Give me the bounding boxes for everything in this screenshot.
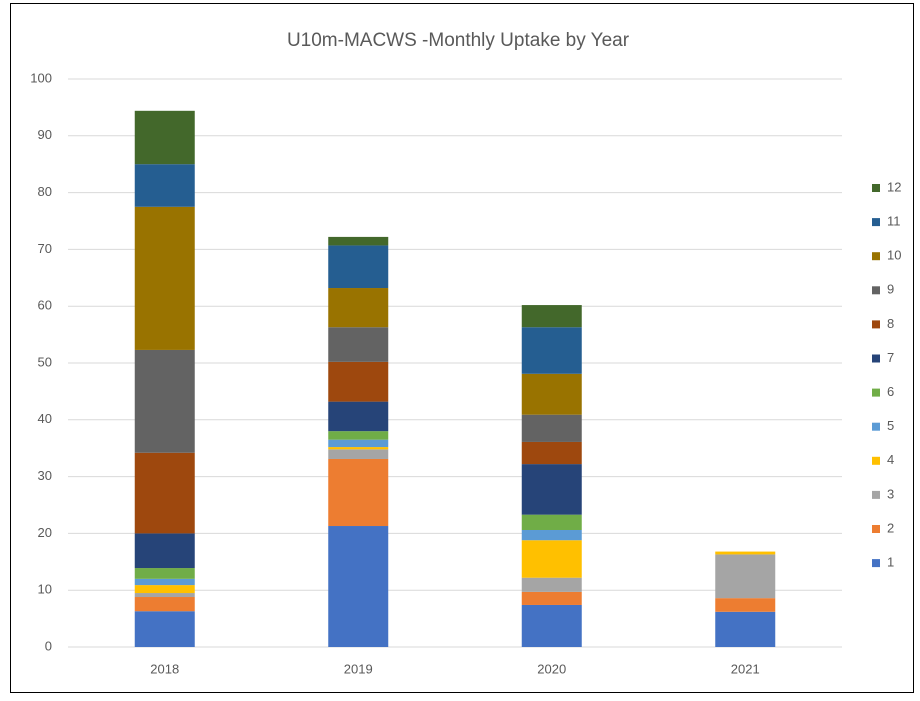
bar-segment xyxy=(328,236,389,246)
bar-segment xyxy=(521,514,582,530)
legend-swatch xyxy=(872,456,880,465)
bar-segment xyxy=(521,577,582,592)
bar-segment xyxy=(521,540,582,578)
bar-segment xyxy=(134,164,195,207)
legend-swatch xyxy=(872,490,880,499)
legend-label: 4 xyxy=(887,452,894,467)
legend-label: 10 xyxy=(887,248,901,263)
legend-swatch xyxy=(872,218,880,227)
bar-segment xyxy=(328,439,389,448)
y-tick-label: 0 xyxy=(45,638,52,653)
bar-segment xyxy=(134,349,195,453)
y-tick-label: 20 xyxy=(38,525,52,540)
bar-segment xyxy=(134,206,195,350)
legend-label: 12 xyxy=(887,179,901,194)
bar-segment xyxy=(134,568,195,579)
legend-swatch xyxy=(872,286,880,295)
legend-label: 11 xyxy=(887,214,901,229)
legend-label: 2 xyxy=(887,520,894,535)
bar-segment xyxy=(521,464,582,515)
legend-swatch xyxy=(872,388,880,397)
x-tick-label: 2018 xyxy=(150,661,179,676)
bar-segment xyxy=(134,452,195,534)
legend-label: 1 xyxy=(887,555,894,570)
legend-swatch xyxy=(872,525,880,533)
bar-segment xyxy=(134,110,195,165)
bar-segment xyxy=(134,611,195,647)
bar-segment xyxy=(521,373,582,415)
legend-label: 8 xyxy=(887,316,894,331)
bar-segment xyxy=(521,305,582,328)
bar-segment xyxy=(521,441,582,465)
bar-segment xyxy=(328,288,389,328)
bar-segment xyxy=(328,401,389,432)
legend-label: 9 xyxy=(887,282,894,297)
y-tick-label: 30 xyxy=(38,468,52,483)
bar-segment xyxy=(134,597,195,612)
bar-segment xyxy=(328,431,389,440)
x-tick-label: 2020 xyxy=(537,661,566,676)
y-tick-label: 100 xyxy=(30,70,52,85)
bar-segment xyxy=(328,327,389,362)
y-tick-label: 50 xyxy=(38,354,52,369)
legend-swatch xyxy=(872,559,880,568)
legend-swatch xyxy=(872,252,880,261)
y-tick-label: 90 xyxy=(38,127,52,142)
bar-segment xyxy=(134,585,195,594)
x-tick-label: 2021 xyxy=(731,661,760,676)
bar-segment xyxy=(715,611,776,647)
bar-segment xyxy=(521,591,582,605)
y-tick-label: 10 xyxy=(38,582,52,597)
y-tick-label: 40 xyxy=(38,411,52,426)
y-tick-label: 80 xyxy=(38,184,52,199)
bar-segment xyxy=(328,526,389,647)
bar-segment xyxy=(521,414,582,442)
legend-label: 5 xyxy=(887,418,894,433)
legend-label: 7 xyxy=(887,350,894,365)
bar-segment xyxy=(521,529,582,541)
legend-label: 6 xyxy=(887,384,894,399)
y-tick-label: 60 xyxy=(38,298,52,313)
legend-swatch xyxy=(872,184,880,192)
bar-segment xyxy=(328,458,389,527)
bar-segment xyxy=(328,245,389,289)
legend-swatch xyxy=(872,320,880,329)
y-tick-label: 70 xyxy=(38,241,52,256)
bar-segment xyxy=(134,578,195,586)
bar-segment xyxy=(521,604,582,647)
bar-segment xyxy=(715,551,776,555)
bar-segment xyxy=(134,593,195,598)
bar-segment xyxy=(715,554,776,599)
legend-label: 3 xyxy=(887,486,894,501)
bar-segment xyxy=(328,447,389,450)
legend-swatch xyxy=(872,354,880,363)
bar-segment xyxy=(328,361,389,402)
bar-segment xyxy=(134,533,195,569)
legend-swatch xyxy=(872,422,880,431)
chart-title: U10m-MACWS -Monthly Uptake by Year xyxy=(287,30,630,51)
bar-segment xyxy=(715,598,776,612)
bar-segment xyxy=(521,327,582,374)
bar-segment xyxy=(328,449,389,459)
x-tick-label: 2019 xyxy=(344,661,373,676)
